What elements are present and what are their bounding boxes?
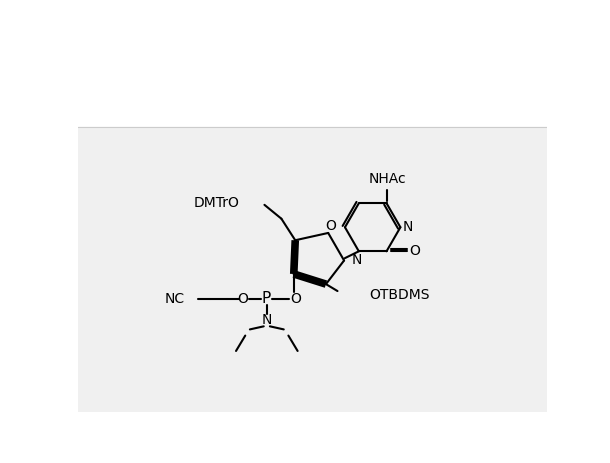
Text: O: O	[325, 219, 336, 233]
Text: O: O	[237, 292, 248, 306]
Text: O: O	[409, 244, 420, 257]
Text: DMTrO: DMTrO	[194, 195, 240, 210]
Text: N: N	[262, 313, 272, 327]
Text: NHAc: NHAc	[368, 172, 406, 187]
Text: NC: NC	[165, 292, 185, 306]
Text: OTBDMS: OTBDMS	[369, 288, 429, 302]
Text: O: O	[290, 292, 301, 306]
Text: N: N	[352, 253, 362, 267]
Bar	[78, 127, 548, 412]
Bar	[78, 56, 548, 127]
Text: P: P	[262, 291, 271, 306]
Text: N: N	[402, 220, 412, 234]
